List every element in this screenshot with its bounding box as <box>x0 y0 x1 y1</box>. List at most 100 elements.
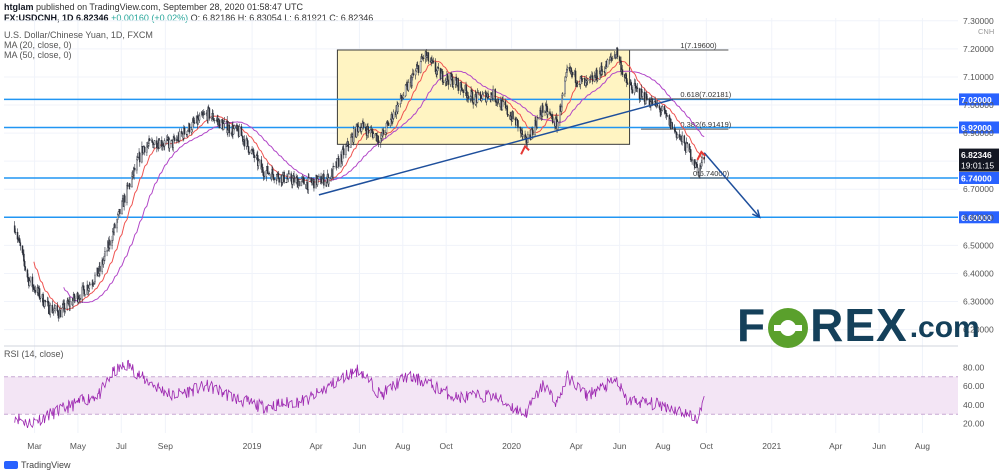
candle-body <box>281 174 284 183</box>
candle-body <box>188 123 191 133</box>
candle-body <box>689 149 692 160</box>
time-tick-label: Jun <box>613 441 627 451</box>
candle-body <box>34 289 37 293</box>
time-tick-label: Jun <box>353 441 367 451</box>
candle-body <box>504 101 506 106</box>
candle-body <box>422 57 425 60</box>
candle-body <box>596 79 599 81</box>
candle-body <box>580 76 582 80</box>
candle-body <box>631 89 634 94</box>
candle-body <box>271 169 274 175</box>
price-tick-label: 7.30000 <box>963 16 994 26</box>
publisher-name[interactable]: htglam <box>4 2 34 12</box>
candle-body <box>547 111 549 115</box>
candle-body <box>699 165 701 176</box>
candle-body <box>648 99 651 106</box>
projection-arrow-head <box>752 209 761 219</box>
candle-body <box>626 82 629 85</box>
candle-body <box>465 84 467 92</box>
time-axis[interactable]: Mar May Jul Sep 2019 Apr Jun Aug Oct 2020 Apr Jun Au… <box>27 441 930 451</box>
candle-body <box>397 104 399 113</box>
candle-body <box>317 176 319 180</box>
candle-body <box>22 252 24 255</box>
rsi-tick-label: 60.00 <box>963 381 985 391</box>
candle-body <box>290 173 292 182</box>
candle-body <box>134 167 136 171</box>
candle-body <box>253 154 255 159</box>
candle-body <box>686 142 688 145</box>
candles <box>13 46 705 322</box>
candle-body <box>287 173 290 179</box>
time-tick-label: Aug <box>655 441 670 451</box>
forex-logo-icon <box>768 308 809 348</box>
candle-body <box>674 128 676 132</box>
candle-body <box>419 61 422 73</box>
candle-body <box>268 172 270 175</box>
candle-body <box>666 115 669 117</box>
candle-body <box>397 103 400 105</box>
candle-body <box>218 119 221 129</box>
candle-body <box>298 181 300 187</box>
time-tick-label: Aug <box>915 441 930 451</box>
candle-body <box>156 140 158 149</box>
candle-body <box>198 115 201 121</box>
red-arrow-icon <box>696 150 707 161</box>
candle-body <box>88 284 91 289</box>
legend-ma50[interactable]: MA (50, close, 0) <box>4 50 72 60</box>
legend-ma20[interactable]: MA (20, close, 0) <box>4 40 72 50</box>
current-price-label: 6.82346 <box>961 150 992 160</box>
candle-body <box>308 177 310 179</box>
current-price-bg <box>959 148 999 172</box>
candle-body <box>109 240 111 246</box>
time-tick-label: Jul <box>116 441 127 451</box>
candle-body <box>436 70 438 75</box>
price-change: +0.00160 (+0.02%) <box>111 13 189 23</box>
candle-body <box>361 123 364 128</box>
candle-body <box>16 231 19 240</box>
fib-label: 0.618(7.02181) <box>680 90 731 99</box>
candle-body <box>565 72 568 78</box>
ma50-label: MA (50, close, 0) <box>4 50 72 60</box>
candle-body <box>469 96 472 99</box>
candle-body <box>437 67 440 69</box>
candle-body <box>291 178 294 185</box>
candle-body <box>490 92 493 96</box>
candle-body <box>258 159 260 162</box>
candle-body <box>416 65 418 69</box>
symbol-name[interactable]: FX:USDCNH, 1D <box>4 13 74 23</box>
candle-body <box>293 175 295 183</box>
candle-body <box>557 121 559 130</box>
candle-body <box>434 62 437 73</box>
candle-body <box>542 105 544 113</box>
candle-body <box>658 105 661 109</box>
candle-body <box>336 158 339 168</box>
projection-arrow-line <box>703 152 761 218</box>
candle-body <box>266 166 269 174</box>
candle-body <box>62 304 64 308</box>
candle-body <box>492 89 494 99</box>
candle-body <box>87 287 90 291</box>
candle-body <box>664 109 666 114</box>
legend-rsi[interactable]: RSI (14, close) <box>4 349 64 359</box>
time-tick-label: 2020 <box>502 441 521 451</box>
price-axis[interactable]: 7.300007.200007.100007.000006.900006.800… <box>959 16 999 335</box>
candle-body <box>681 135 683 142</box>
candle-body <box>467 95 469 99</box>
candle-body <box>564 80 566 95</box>
candle-body <box>146 145 148 153</box>
candle-body <box>516 118 519 121</box>
candle-body <box>332 166 334 178</box>
candle-body <box>494 89 496 102</box>
candle-body <box>703 157 705 160</box>
price-tick-label: 6.30000 <box>963 297 994 307</box>
candle-body <box>119 208 121 214</box>
candle-body <box>61 307 64 318</box>
candle-body <box>93 281 96 284</box>
candle-body <box>102 260 105 265</box>
tradingview-footer[interactable]: TradingView <box>4 460 71 470</box>
level-label-bg <box>959 93 999 106</box>
candle-body <box>552 116 554 124</box>
candle-body <box>479 92 482 96</box>
price-tick-label: 6.40000 <box>963 268 994 278</box>
